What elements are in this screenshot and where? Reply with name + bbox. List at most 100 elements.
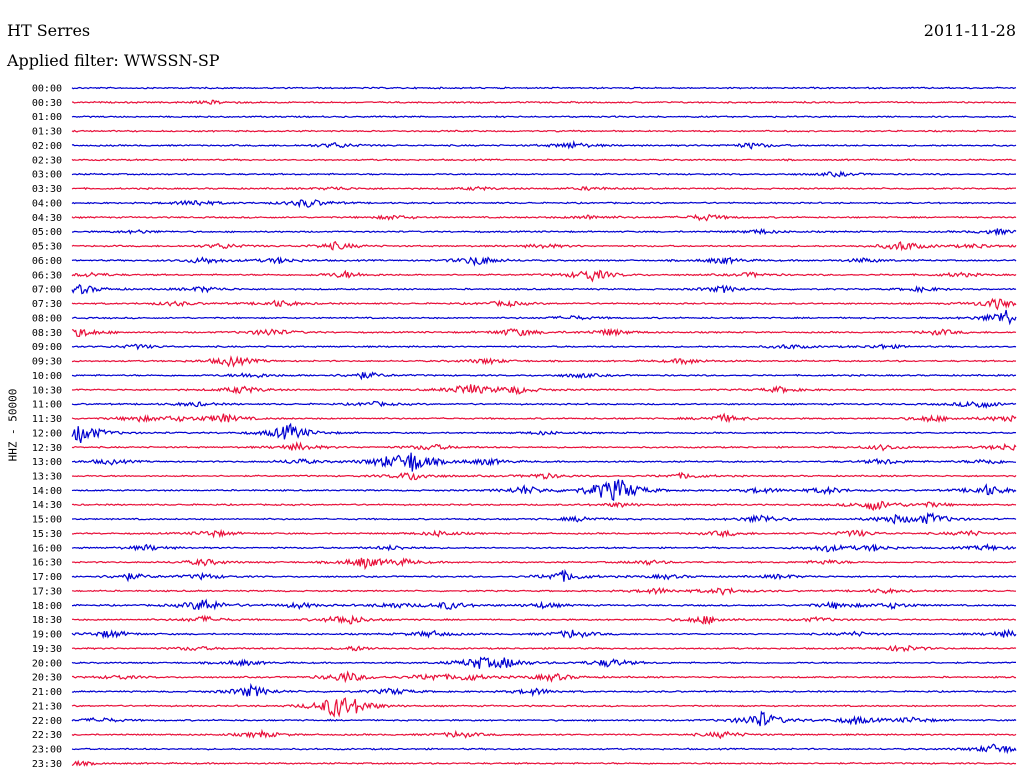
time-tick-label: 01:30: [32, 127, 62, 138]
trace-line: [71, 670, 1017, 684]
trace-line: [72, 511, 1017, 525]
time-tick-label: 10:30: [32, 385, 62, 396]
time-tick-label: 05:00: [32, 227, 62, 238]
time-tick-label: 06:30: [32, 270, 62, 281]
time-tick-label: 09:30: [32, 357, 62, 368]
time-tick-label: 07:30: [32, 299, 62, 310]
trace-line: [71, 269, 1017, 283]
trace-line: [71, 256, 1017, 267]
trace-line: [72, 598, 1017, 611]
trace-line: [71, 728, 1017, 740]
time-tick-label: 12:30: [32, 443, 62, 454]
time-tick-label: 10:00: [32, 371, 62, 382]
trace-line: [71, 139, 1017, 150]
trace-line: [71, 86, 1017, 90]
time-tick-label: 11:30: [32, 414, 62, 425]
trace-line: [72, 587, 1017, 597]
trace-line: [71, 371, 1017, 381]
time-tick-label: 02:30: [32, 155, 62, 166]
time-tick-label: 09:00: [32, 342, 62, 353]
trace-line: [71, 441, 1017, 452]
trace-line: [71, 227, 1017, 237]
trace-line: [71, 628, 1017, 640]
time-tick-label: 15:00: [32, 515, 62, 526]
time-tick-label: 11:00: [32, 400, 62, 411]
time-tick-label: 02:00: [32, 141, 62, 152]
trace-line: [71, 542, 1017, 553]
trace-line: [71, 697, 1017, 718]
time-tick-label: 04:00: [32, 198, 62, 209]
trace-line: [71, 644, 1017, 653]
trace-line: [71, 500, 1017, 512]
time-tick-label: 08:00: [32, 313, 62, 324]
time-tick-label: 14:00: [32, 486, 62, 497]
trace-line: [71, 129, 1017, 133]
time-tick-label: 14:30: [32, 500, 62, 511]
trace-line: [71, 213, 1017, 222]
trace-line: [71, 400, 1017, 410]
trace-line: [71, 327, 1017, 338]
time-tick-label: 17:00: [32, 572, 62, 583]
time-tick-label: 21:30: [32, 701, 62, 712]
trace-line: [71, 185, 1017, 192]
trace-line: [71, 412, 1017, 424]
time-tick-label: 20:00: [32, 658, 62, 669]
time-tick-label: 23:30: [32, 759, 62, 770]
time-tick-label: 19:00: [32, 630, 62, 641]
time-tick-label: 00:00: [32, 84, 62, 95]
time-tick-label: 06:00: [32, 256, 62, 267]
time-tick-label: 22:00: [32, 716, 62, 727]
trace-line: [71, 158, 1017, 162]
time-tick-label: 07:00: [32, 285, 62, 296]
trace-line: [71, 199, 1017, 209]
trace-line: [71, 710, 1017, 727]
trace-line: [71, 343, 1017, 351]
time-tick-label: 21:00: [32, 687, 62, 698]
trace-line: [71, 471, 1017, 481]
time-tick-label: 01:00: [32, 112, 62, 123]
trace-line: [71, 309, 1017, 326]
trace-line: [71, 240, 1017, 252]
time-tick-label: 23:00: [32, 745, 62, 756]
trace-line: [71, 355, 1017, 368]
trace-line: [71, 384, 1017, 396]
time-tick-label: 03:30: [32, 184, 62, 195]
time-tick-label: 13:00: [32, 457, 62, 468]
time-tick-label: 19:30: [32, 644, 62, 655]
time-tick-label: 17:30: [32, 586, 62, 597]
time-tick-label: 12:00: [32, 428, 62, 439]
time-tick-label: 18:00: [32, 601, 62, 612]
trace-line: [71, 422, 1017, 444]
trace-line: [71, 528, 1017, 539]
trace-line: [71, 452, 1017, 472]
time-tick-label: 20:30: [32, 673, 62, 684]
time-tick-label: 22:30: [32, 730, 62, 741]
trace-line: [71, 614, 1016, 626]
trace-line: [71, 682, 1017, 698]
trace-line: [71, 99, 1017, 105]
time-tick-label: 16:30: [32, 558, 62, 569]
trace-line: [71, 656, 1016, 669]
trace-line: [71, 297, 1017, 311]
trace-line: [71, 479, 1017, 502]
trace-line: [71, 759, 1017, 767]
station-title: HT Serres: [7, 21, 91, 40]
trace-line: [71, 283, 1017, 295]
time-tick-label: 15:30: [32, 529, 62, 540]
date-label: 2011-11-28: [923, 21, 1016, 40]
trace-line: [71, 115, 1017, 119]
trace-line: [71, 170, 1016, 178]
time-tick-label: 00:30: [32, 98, 62, 109]
trace-line: [71, 743, 1017, 755]
time-tick-label: 08:30: [32, 328, 62, 339]
time-tick-label: 04:30: [32, 213, 62, 224]
time-tick-label: 18:30: [32, 615, 62, 626]
trace-line: [71, 557, 1017, 571]
trace-line: [71, 568, 1017, 583]
time-tick-label: 16:00: [32, 543, 62, 554]
time-tick-label: 13:30: [32, 471, 62, 482]
time-tick-label: 03:00: [32, 170, 62, 181]
time-tick-label: 05:30: [32, 242, 62, 253]
filter-label: Applied filter: WWSSN-SP: [7, 51, 220, 70]
